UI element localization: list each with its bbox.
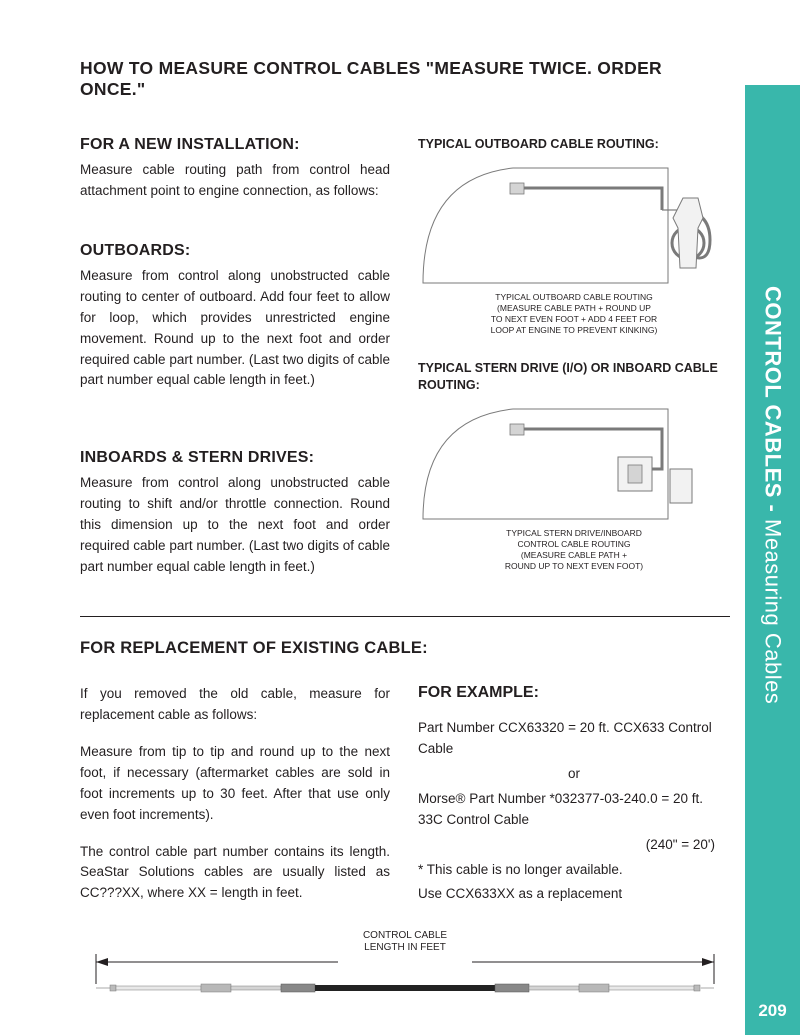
sidebar-title: CONTROL CABLES - Measuring Cables xyxy=(745,85,800,905)
outboards-heading: OUTBOARDS: xyxy=(80,242,390,260)
sidebar-title-bold: CONTROL CABLES xyxy=(761,286,786,498)
example-or: or xyxy=(418,764,730,785)
page-content: HOW TO MEASURE CONTROL CABLES "MEASURE T… xyxy=(80,58,730,1004)
sidebar-tab: CONTROL CABLES - Measuring Cables 209 xyxy=(745,85,800,1035)
diagram2-title: TYPICAL STERN DRIVE (I/O) OR INBOARD CAB… xyxy=(418,360,730,393)
inboards-body: Measure from control along unobstructed … xyxy=(80,473,390,578)
replacement-heading: FOR REPLACEMENT OF EXISTING CABLE: xyxy=(80,639,730,658)
example-line2: Morse® Part Number *032377-03-240.0 = 20… xyxy=(418,789,730,831)
outboards-body: Measure from control along unobstructed … xyxy=(80,266,390,392)
sidebar-title-normal: Measuring Cables xyxy=(761,519,786,704)
main-title: HOW TO MEASURE CONTROL CABLES "MEASURE T… xyxy=(80,58,730,100)
cable-length-diagram xyxy=(80,954,730,1004)
example-note1: * This cable is no longer available. xyxy=(418,860,730,881)
replacement-p3: The control cable part number contains i… xyxy=(80,842,390,905)
replacement-p2: Measure from tip to tip and round up to … xyxy=(80,742,390,826)
new-install-heading: FOR A NEW INSTALLATION: xyxy=(80,136,390,154)
inboards-heading: INBOARDS & STERN DRIVES: xyxy=(80,449,390,467)
divider xyxy=(80,616,730,617)
sidebar-title-sep: - xyxy=(761,498,786,519)
example-line1: Part Number CCX63320 = 20 ft. CCX633 Con… xyxy=(418,718,730,760)
new-install-body: Measure cable routing path from control … xyxy=(80,160,390,202)
replacement-p1: If you removed the old cable, measure fo… xyxy=(80,684,390,726)
example-heading: FOR EXAMPLE: xyxy=(418,684,730,702)
diagram1-caption: TYPICAL OUTBOARD CABLE ROUTING (MEASURE … xyxy=(418,292,730,336)
cable-diagram-label: CONTROL CABLE LENGTH IN FEET xyxy=(80,930,730,954)
example-dim: (240" = 20') xyxy=(418,835,730,856)
outboard-routing-diagram xyxy=(418,158,730,288)
example-note2: Use CCX633XX as a replacement xyxy=(418,884,730,905)
sterndrive-routing-diagram xyxy=(418,399,730,524)
page-number: 209 xyxy=(745,1001,800,1021)
diagram1-title: TYPICAL OUTBOARD CABLE ROUTING: xyxy=(418,136,730,152)
diagram2-caption: TYPICAL STERN DRIVE/INBOARD CONTROL CABL… xyxy=(418,528,730,572)
